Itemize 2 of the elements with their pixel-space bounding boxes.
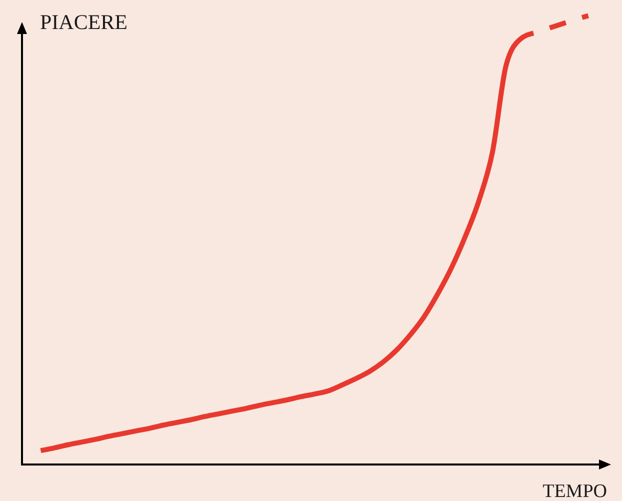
x-axis-title: TEMPO bbox=[542, 481, 607, 501]
y-axis-title: PIACERE bbox=[40, 10, 128, 34]
